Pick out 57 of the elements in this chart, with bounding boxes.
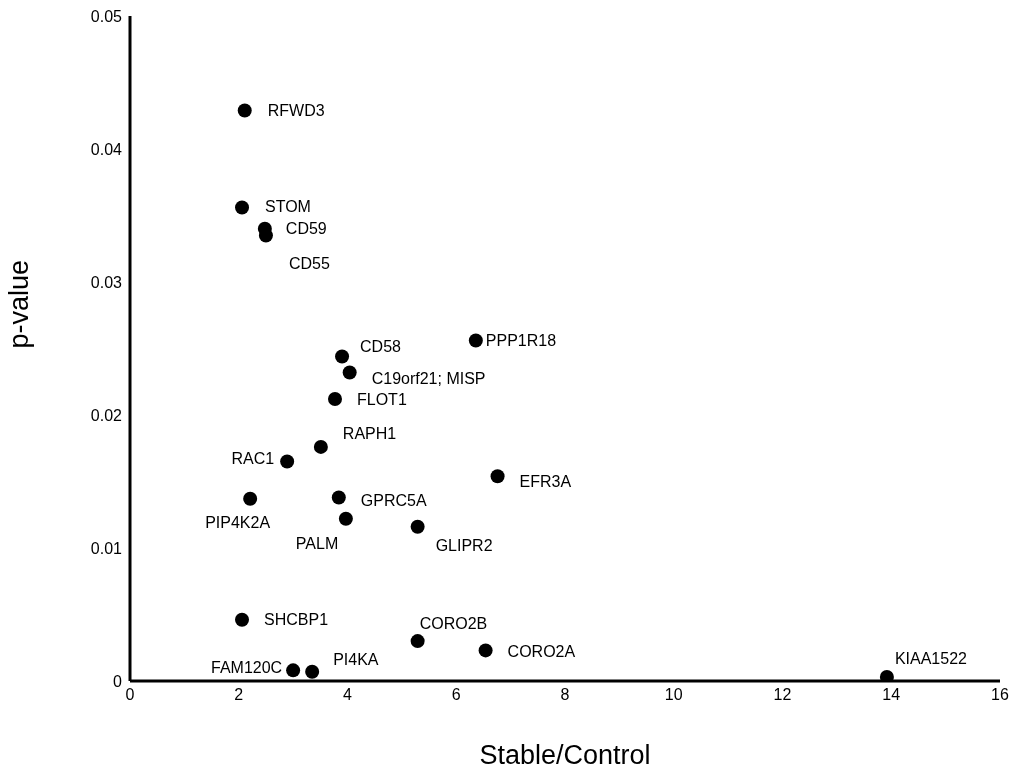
y-tick-label: 0.03 — [90, 273, 123, 291]
annotation: KIAA1522 — [894, 649, 968, 667]
annotation: FLOT1 — [356, 390, 407, 408]
annotation: CORO2B — [419, 614, 488, 632]
annotation: RAC1 — [231, 450, 275, 468]
annotation: CD55 — [288, 255, 330, 273]
annotation: CD59 — [285, 220, 327, 238]
point — [338, 511, 353, 526]
annotation: EFR3A — [519, 472, 572, 490]
point — [331, 490, 346, 505]
point — [313, 439, 328, 454]
annotation: CD58 — [360, 338, 402, 356]
annotation: PPP1R18 — [485, 332, 557, 350]
point — [286, 663, 301, 678]
x-tick-label: 12 — [773, 686, 792, 704]
y-tick-label: 0.05 — [90, 7, 123, 25]
point — [342, 365, 357, 380]
y-tick-label: 0.02 — [90, 406, 123, 424]
y-tick-label: 0.01 — [90, 539, 123, 557]
point — [235, 200, 250, 215]
point — [235, 612, 250, 627]
annotation: RAPH1 — [342, 424, 397, 442]
annotation: C19orf21; MISP — [371, 370, 486, 388]
annotation: PI4KA — [333, 651, 379, 669]
x-tick-label: 14 — [882, 686, 901, 704]
point — [468, 333, 483, 348]
annotation: RFWD3 — [267, 102, 325, 120]
point — [327, 392, 342, 407]
annotation: PIP4K2A — [205, 514, 271, 532]
x-tick-label: 8 — [560, 686, 570, 704]
annotation: STOM — [265, 198, 311, 216]
x-tick-label: 4 — [343, 686, 353, 704]
point — [258, 228, 273, 243]
annotation: GLIPR2 — [435, 537, 493, 555]
annotation: SHCBP1 — [264, 611, 329, 629]
x-tick-label: 16 — [991, 686, 1009, 704]
y-tick-label: 0 — [113, 672, 123, 690]
point — [280, 454, 295, 469]
y-tick-label: 0.04 — [90, 140, 123, 158]
x-axis-title: Stable/Control — [479, 740, 651, 770]
point — [305, 664, 320, 679]
x-tick-label: 10 — [664, 686, 683, 704]
x-tick-label: 2 — [234, 686, 244, 704]
y-axis-title: p-value — [3, 259, 34, 349]
point — [490, 469, 505, 484]
x-tick-label: 6 — [451, 686, 461, 704]
annotation: PALM — [295, 535, 339, 553]
point — [410, 519, 425, 534]
point — [478, 643, 493, 658]
point — [335, 349, 350, 364]
annotation: GPRC5A — [360, 492, 427, 510]
point — [237, 103, 252, 118]
annotation: CORO2A — [507, 643, 576, 661]
point — [410, 634, 425, 649]
annotation: FAM120C — [210, 658, 283, 676]
x-tick-label: 0 — [125, 686, 135, 704]
point — [243, 491, 258, 506]
